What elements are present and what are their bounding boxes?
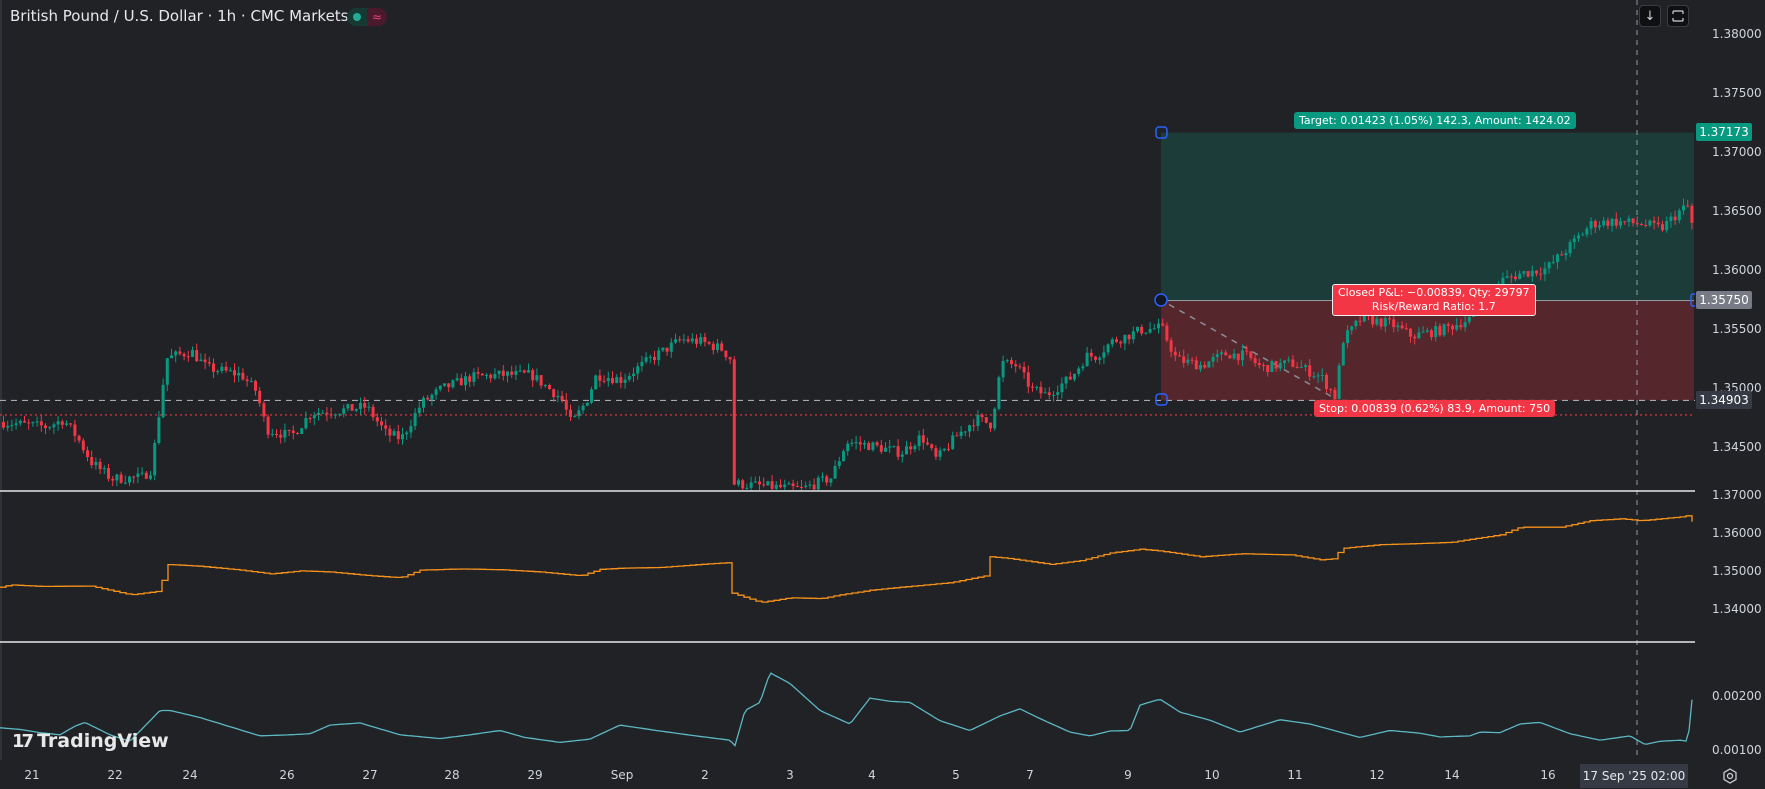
price-tick: 1.37000 [1712, 488, 1762, 502]
time-tick: 27 [362, 768, 378, 782]
time-tick: 22 [107, 768, 123, 782]
stop-anchor-handle[interactable] [1155, 393, 1168, 406]
price-tick: 1.37000 [1712, 145, 1762, 159]
time-tick: Sep [610, 768, 634, 782]
time-tick: 12 [1369, 768, 1385, 782]
crosshair-date-label: 17 Sep '25 02:00 [1580, 764, 1688, 788]
chart-left-border [0, 0, 2, 789]
time-tick: 14 [1444, 768, 1460, 782]
trade-path-line [1168, 303, 1336, 400]
time-tick: 7 [1026, 768, 1034, 782]
delayed-data-icon: ≈ [367, 8, 387, 26]
price-tick: 1.36500 [1712, 204, 1762, 218]
price-tick: 1.36000 [1712, 526, 1762, 540]
time-tick: 4 [868, 768, 876, 782]
time-tick: 16 [1540, 768, 1556, 782]
stop-price-tag: 1.34903 [1696, 391, 1752, 409]
price-tick: 1.34500 [1712, 440, 1762, 454]
price-tick: 1.36000 [1712, 263, 1762, 277]
time-tick: 21 [24, 768, 40, 782]
target-price-tag: 1.37173 [1696, 123, 1752, 141]
market-open-dot-icon [347, 8, 367, 26]
logo-text: TradingView [37, 730, 169, 752]
price-tick: 0.00200 [1712, 689, 1762, 703]
risk-reward-text: Risk/Reward Ratio: 1.7 [1371, 300, 1496, 313]
candlestick-series [2, 198, 1694, 490]
time-tick: 10 [1204, 768, 1220, 782]
time-tick: 29 [527, 768, 543, 782]
time-tick: 28 [444, 768, 460, 782]
tradingview-logo-icon: 𝟭𝟳 [12, 730, 34, 752]
target-zone[interactable] [1161, 132, 1694, 301]
arrow-down-icon: ↓ [1644, 8, 1656, 24]
entry-price-tag: 1.35750 [1696, 291, 1752, 309]
time-tick: 24 [182, 768, 198, 782]
stop-zone[interactable] [1161, 300, 1694, 401]
price-tick: 1.38000 [1712, 27, 1762, 41]
time-tick: 11 [1287, 768, 1303, 782]
time-tick: 3 [786, 768, 794, 782]
symbol-title[interactable]: British Pound / U.S. Dollar · 1h · CMC M… [10, 7, 349, 25]
target-anchor-handle[interactable] [1155, 126, 1168, 139]
price-tick: 1.37500 [1712, 86, 1762, 100]
price-tick: 1.35500 [1712, 322, 1762, 336]
fullscreen-icon [1672, 10, 1684, 22]
closed-pnl-text: Closed P&L: −0.00839, Qty: 29797 [1338, 286, 1530, 299]
time-tick: 2 [701, 768, 709, 782]
time-axis[interactable] [0, 760, 1695, 789]
price-tick: 0.00100 [1712, 743, 1762, 757]
time-tick: 9 [1124, 768, 1132, 782]
oscillator-line [0, 672, 1693, 747]
moving-average-line [0, 515, 1693, 603]
price-tick: 1.35000 [1712, 564, 1762, 578]
scroll-to-latest-button[interactable]: ↓ [1639, 5, 1661, 27]
time-tick: 26 [279, 768, 295, 782]
closed-pnl-label: Closed P&L: −0.00839, Qty: 29797 Risk/Re… [1332, 284, 1536, 316]
tradingview-logo[interactable]: 𝟭𝟳 TradingView [12, 730, 169, 752]
status-indicators[interactable]: ≈ [347, 8, 387, 26]
stop-info-label: Stop: 0.00839 (0.62%) 83.9, Amount: 750 [1314, 400, 1556, 417]
entry-anchor-handle[interactable] [1154, 293, 1168, 307]
target-info-label: Target: 0.01423 (1.05%) 142.3, Amount: 1… [1294, 112, 1576, 129]
time-tick: 5 [952, 768, 960, 782]
chart-settings-icon[interactable] [1722, 768, 1738, 784]
fullscreen-button[interactable] [1667, 5, 1689, 27]
price-tick: 1.34000 [1712, 602, 1762, 616]
